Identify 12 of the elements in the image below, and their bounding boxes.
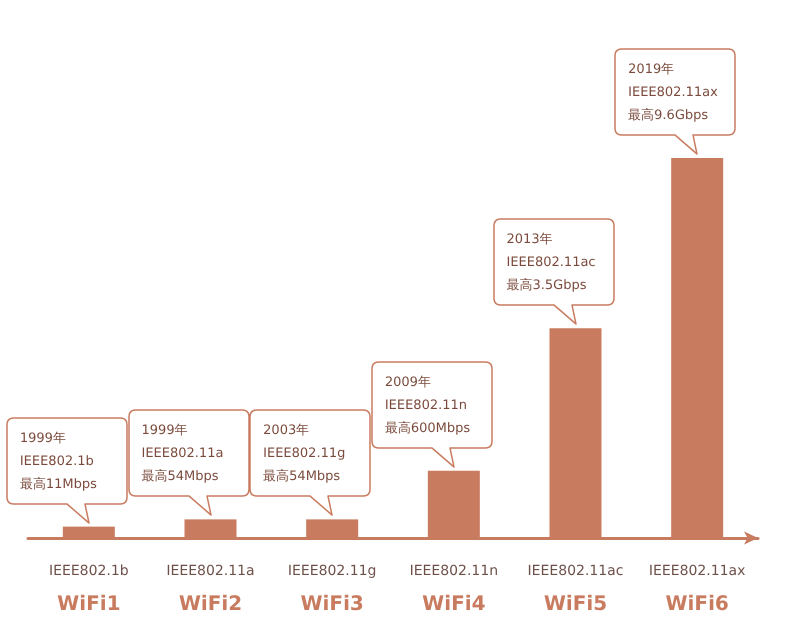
annotation: 2019年 IEEE802.11ax 最高9.6Gbps [628,61,718,125]
x-tick-label: IEEE802.11ac WiFi5 [528,563,624,615]
x-tick-label: IEEE802.11g WiFi3 [288,563,376,615]
annotation: 2003年 IEEE802.11g 最高54Mbps [263,422,346,486]
x-tick-label: IEEE802.11n WiFi4 [410,563,498,615]
x-tick-label: IEEE802.11a WiFi2 [166,563,255,615]
x-tick-label: IEEE802.11ax WiFi6 [648,563,746,615]
annotation: 2013年 IEEE802.11ac 最高3.5Gbps [506,231,596,296]
annotation: 2009年 IEEE802.11n 最高600Mbps [384,374,470,438]
x-tick-label: IEEE802.1b WiFi1 [49,563,129,615]
annotation: 1999年 IEEE802.1b 最高11Mbps [20,430,97,494]
annotation: 1999年 IEEE802.11a 最高54Mbps [142,422,224,486]
